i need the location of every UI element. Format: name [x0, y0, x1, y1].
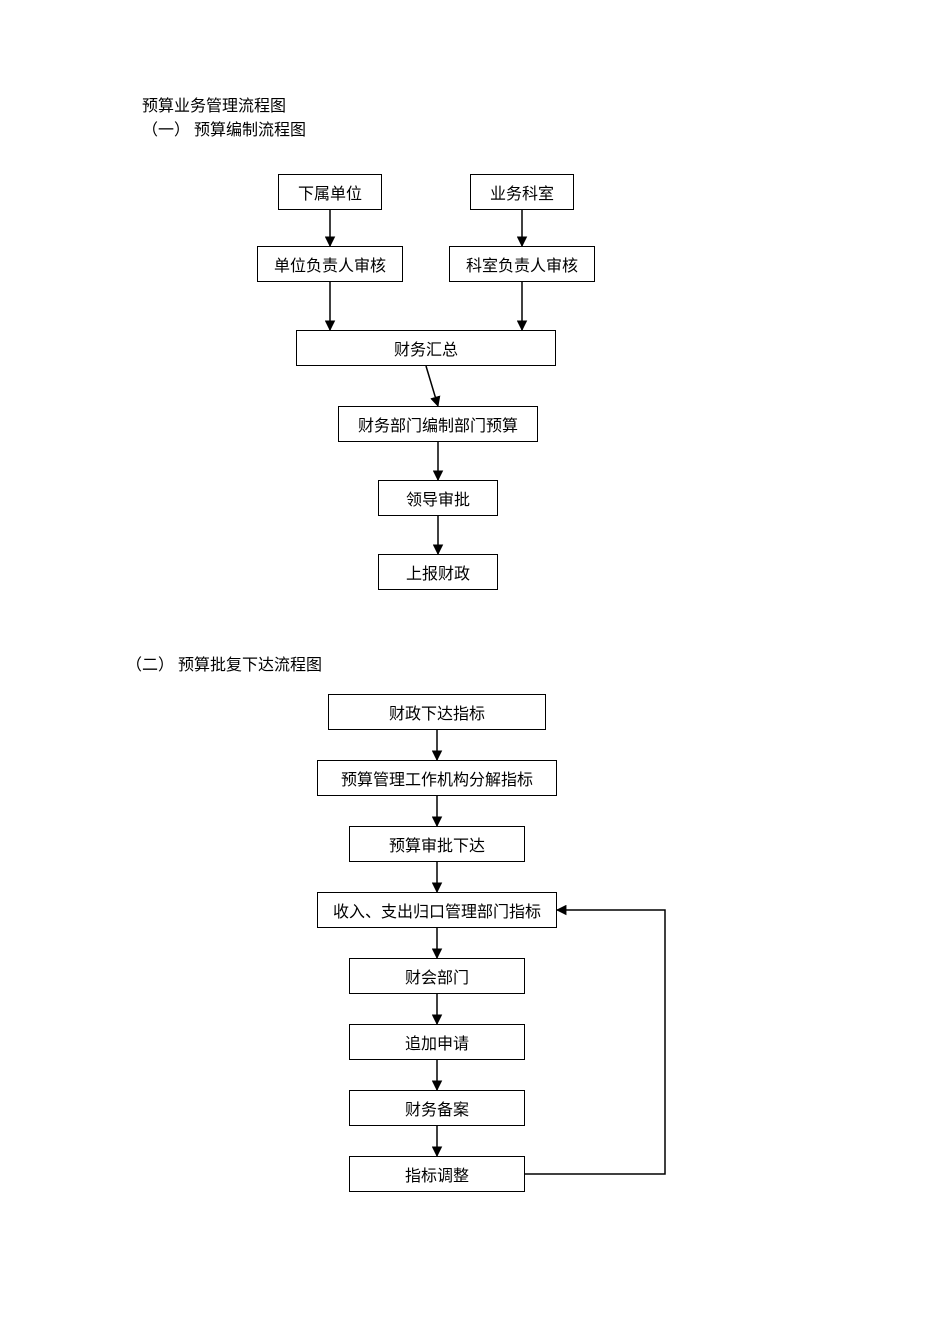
fc1-node-finance-compile: 财务部门编制部门预算: [338, 406, 538, 442]
fc2-node-finance-dept: 财会部门: [349, 958, 525, 994]
section-2-heading: （二） 预算批复下达流程图: [126, 651, 322, 675]
fc2-node-budget-org-decompose: 预算管理工作机构分解指标: [317, 760, 557, 796]
fc1-node-subordinate-unit: 下属单位: [278, 174, 382, 210]
fc1-node-finance-summary: 财务汇总: [296, 330, 556, 366]
fc1-node-business-dept: 业务科室: [470, 174, 574, 210]
fc2-node-index-adjust: 指标调整: [349, 1156, 525, 1192]
fc2-node-additional-request: 追加申请: [349, 1024, 525, 1060]
fc1-node-dept-head-review: 科室负责人审核: [449, 246, 595, 282]
fc2-node-finance-record: 财务备案: [349, 1090, 525, 1126]
fc1-node-unit-head-review: 单位负责人审核: [257, 246, 403, 282]
document-page: 预算业务管理流程图 （一） 预算编制流程图 （二） 预算批复下达流程图 下属单位…: [0, 0, 945, 1337]
fc2-node-income-expense-dept: 收入、支出归口管理部门指标: [317, 892, 557, 928]
fc2-node-fiscal-issue: 财政下达指标: [328, 694, 546, 730]
fc2-node-budget-approve-issue: 预算审批下达: [349, 826, 525, 862]
fc1-node-leader-approve: 领导审批: [378, 480, 498, 516]
section-1-heading: （一） 预算编制流程图: [142, 116, 306, 140]
page-title: 预算业务管理流程图: [142, 92, 286, 116]
fc1-node-report-fiscal: 上报财政: [378, 554, 498, 590]
